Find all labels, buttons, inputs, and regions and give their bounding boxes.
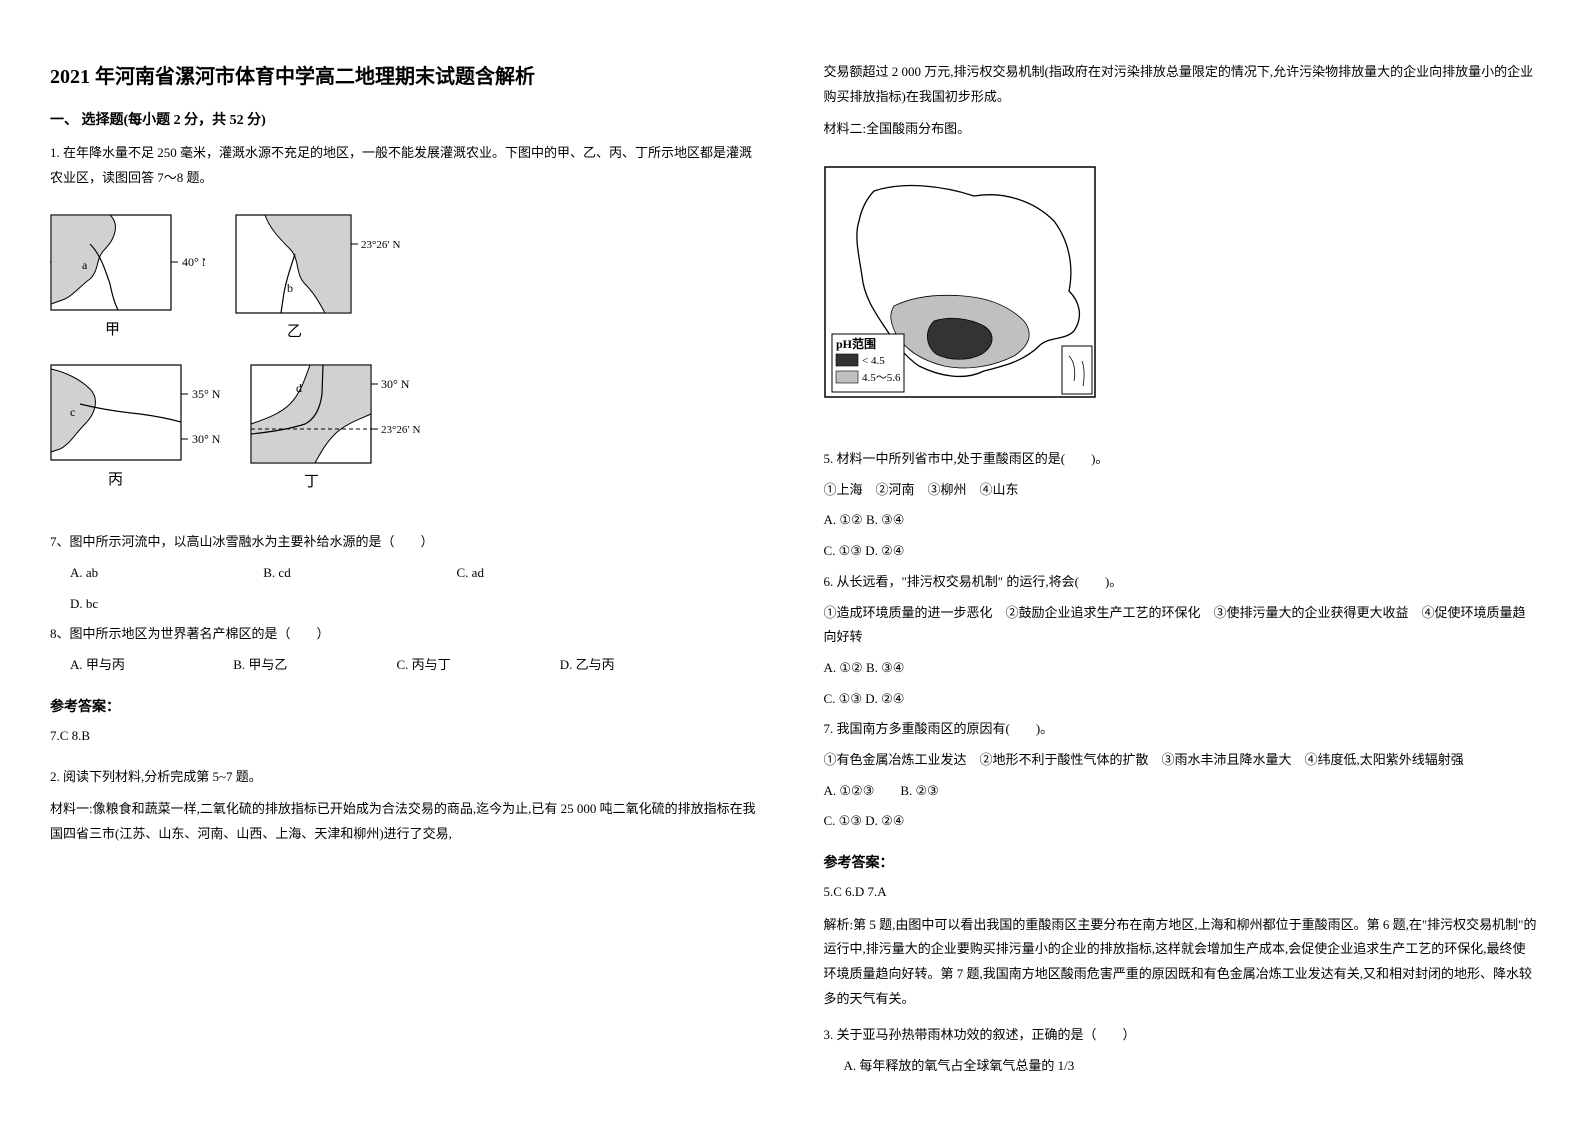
- q8-options: A. 甲与丙 B. 甲与乙 C. 丙与丁 D. 乙与丙: [50, 653, 764, 678]
- q7-opt-a: A. ab: [70, 561, 260, 586]
- q8-opt-c: C. 丙与丁: [397, 653, 557, 678]
- q1-intro: 1. 在年降水量不足 250 毫米，灌溉水源不充足的地区，一般不能发展灌溉农业。…: [50, 141, 764, 190]
- section-heading: 一、 选择题(每小题 2 分，共 52 分): [50, 109, 764, 129]
- q8-text: 8、图中所示地区为世界著名产棉区的是（ ）: [50, 622, 764, 647]
- jia-label: 甲: [105, 322, 120, 338]
- legend-a: < 4.5: [862, 355, 885, 367]
- q3-opt-a: A. 每年释放的氧气占全球氧气总量的 1/3: [844, 1054, 1075, 1079]
- answer-78: 7.C 8.B: [50, 724, 764, 749]
- yi-river-label: b: [287, 281, 293, 295]
- map-figures: 40° N a 甲 23°26′ N b 乙: [50, 214, 764, 514]
- bing-river-label: c: [70, 405, 75, 419]
- q6-opts-c: C. ①③ D. ②④: [824, 687, 1538, 712]
- ding-lat1-label: 30° N: [381, 377, 410, 391]
- q8-opt-b: B. 甲与乙: [233, 653, 393, 678]
- answer-heading-1: 参考答案：: [50, 696, 764, 716]
- yi-lat-label: 23°26′ N: [361, 239, 400, 251]
- q2-intro: 2. 阅读下列材料,分析完成第 5~7 题。: [50, 765, 764, 790]
- q7-opt-b: B. cd: [263, 561, 453, 586]
- q2-material1: 材料一:像粮食和蔬菜一样,二氧化硫的排放指标已开始成为合法交易的商品,迄今为止,…: [50, 797, 764, 846]
- answer-567: 5.C 6.D 7.A: [824, 880, 1538, 905]
- bing-label: 丙: [108, 472, 123, 488]
- q6-opts-a: A. ①② B. ③④: [824, 656, 1538, 681]
- ding-lat2-label: 23°26′ N: [381, 424, 421, 436]
- q8-opt-a: A. 甲与丙: [70, 653, 230, 678]
- map-row-1: 40° N a 甲 23°26′ N b 乙: [50, 214, 764, 344]
- acid-map-svg: pH范围 < 4.5 4.5～5.6: [824, 166, 1134, 426]
- q7b-opts-line: ①有色金属冶炼工业发达 ②地形不利于酸性气体的扩散 ③雨水丰沛且降水量大 ④纬度…: [824, 748, 1538, 773]
- page-title: 2021 年河南省漯河市体育中学高二地理期末试题含解析: [50, 60, 764, 89]
- q7-options: A. ab B. cd C. ad: [50, 561, 764, 586]
- map-bing: 35° N 30° N c 丙: [50, 364, 220, 494]
- yi-label: 乙: [287, 324, 302, 340]
- answer-heading-2: 参考答案：: [824, 852, 1538, 872]
- bing-lat1-label: 35° N: [192, 387, 220, 401]
- jia-river-label: a: [82, 258, 88, 272]
- acid-rain-map: pH范围 < 4.5 4.5～5.6: [824, 166, 1538, 431]
- map-ding: 30° N 23°26′ N d 丁: [250, 364, 430, 494]
- q7-opt-d-row: D. bc: [50, 592, 764, 617]
- q6-opts-line: ①造成环境质量的进一步恶化 ②鼓励企业追求生产工艺的环保化 ③使排污量大的企业获…: [824, 601, 1538, 650]
- q6-text: 6. 从长远看，"排污权交易机制" 的运行,将会( )。: [824, 570, 1538, 595]
- jia-lat-label: 40° N: [182, 255, 205, 269]
- map-yi: 23°26′ N b 乙: [235, 214, 400, 344]
- q3-text: 3. 关于亚马孙热带雨林功效的叙述，正确的是（ ）: [824, 1023, 1538, 1048]
- q7b-text: 7. 我国南方多重酸雨区的原因有( )。: [824, 717, 1538, 742]
- col2-material2: 材料二:全国酸雨分布图。: [824, 117, 1538, 142]
- left-column: 2021 年河南省漯河市体育中学高二地理期末试题含解析 一、 选择题(每小题 2…: [50, 60, 764, 1082]
- col2-cont1: 交易额超过 2 000 万元,排污权交易机制(指政府在对污染排放总量限定的情况下…: [824, 60, 1538, 109]
- map-row-2: 35° N 30° N c 丙 30° N 23°26′ N d 丁: [50, 364, 764, 494]
- legend-title: pH范围: [836, 336, 876, 351]
- q5-opts-a: A. ①② B. ③④: [824, 508, 1538, 533]
- explain-567: 解析:第 5 题,由图中可以看出我国的重酸雨区主要分布在南方地区,上海和柳州都位…: [824, 913, 1538, 1012]
- q5-opts-line: ①上海 ②河南 ③柳州 ④山东: [824, 478, 1538, 503]
- q7-text: 7、图中所示河流中，以高山冰雪融水为主要补给水源的是（ ）: [50, 530, 764, 555]
- q3-opt-a-row: A. 每年释放的氧气占全球氧气总量的 1/3: [824, 1054, 1538, 1079]
- q7b-opts-c: C. ①③ D. ②④: [824, 809, 1538, 834]
- ding-label: 丁: [304, 474, 319, 490]
- ding-river-label: d: [296, 381, 302, 395]
- q8-opt-d: D. 乙与丙: [560, 653, 615, 678]
- q7-opt-c: C. ad: [457, 561, 557, 586]
- map-jia: 40° N a 甲: [50, 214, 205, 344]
- legend-b: 4.5～5.6: [862, 372, 901, 384]
- q7b-opts-a: A. ①②③ B. ②③: [824, 779, 1538, 804]
- right-column: 交易额超过 2 000 万元,排污权交易机制(指政府在对污染排放总量限定的情况下…: [824, 60, 1538, 1082]
- q5-opts-c: C. ①③ D. ②④: [824, 539, 1538, 564]
- q7-opt-d: D. bc: [70, 592, 98, 617]
- bing-lat2-label: 30° N: [192, 432, 220, 446]
- q5-text: 5. 材料一中所列省市中,处于重酸雨区的是( )。: [824, 447, 1538, 472]
